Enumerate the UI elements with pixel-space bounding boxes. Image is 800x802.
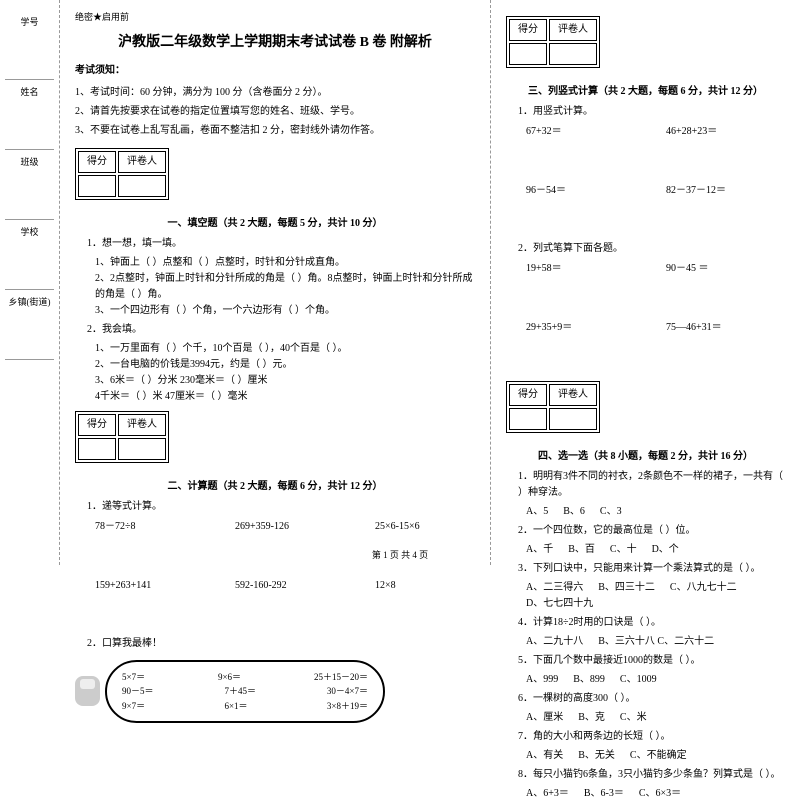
mc-question: 3．下列口诀中，只能用来计算一个乘法算式的是（ ）。: [506, 561, 785, 577]
secret-label: 绝密★启用前: [75, 10, 475, 24]
q1-2: 2．我会填。: [75, 322, 475, 338]
robot-icon: [75, 676, 100, 706]
mc-question: 2．一个四位数，它的最高位是（ ）位。: [506, 523, 785, 539]
mc-options: A、二三得六B、四三十二C、八九七十二D、七七四十九: [506, 580, 785, 612]
q1-2-4: 4千米＝（ ）米 47厘米＝（ ）毫米: [75, 389, 475, 405]
page-footer: 第 1 页 共 4 页: [372, 548, 428, 561]
calc-row: 159+263+141592-160-29212×8: [75, 578, 475, 594]
side-field-id: 学号: [5, 10, 54, 80]
score-box-3: 得分评卷人: [506, 16, 600, 68]
side-field-class: 班级: [5, 150, 54, 220]
notice-1: 1、考试时间：60 分钟，满分为 100 分（含卷面分 2 分）。: [75, 85, 475, 100]
section-1-title: 一、填空题（共 2 大题，每题 5 分，共计 10 分）: [75, 216, 475, 232]
q1-1-3: 3、一个四边形有（ ）个角，一个六边形有（ ）个角。: [75, 303, 475, 319]
calc-row: 19+58＝90－45 ＝: [506, 261, 785, 277]
q3-2: 2．列式笔算下面各题。: [506, 241, 785, 257]
mc-question: 8．每只小猫钓6条鱼，3只小猫钓多少条鱼？列算式是（ ）。: [506, 767, 785, 783]
mc-question: 6．一棵树的高度300（ ）。: [506, 691, 785, 707]
notice-title: 考试须知：: [75, 63, 475, 79]
q1-2-1: 1、一万里面有（ ）个千，10个百是（ ），40个百是（ ）。: [75, 341, 475, 357]
score-box-1: 得分评卷人: [75, 148, 169, 200]
q1-1: 1．想一想，填一填。: [75, 236, 475, 252]
mc-options: A、厘米B、克C、米: [506, 710, 785, 726]
calc-row: 67+32＝46+28+23＝: [506, 124, 785, 140]
calc-row: 96－54＝82－37－12＝: [506, 183, 785, 199]
score-box-4: 得分评卷人: [506, 381, 600, 433]
q1-1-1: 1、钟面上（ ）点整和（ ）点整时，时针和分针成直角。: [75, 255, 475, 271]
q1-2-2: 2、一台电脑的价钱是3994元，约是（ ）元。: [75, 357, 475, 373]
mc-question: 4．计算18÷2时用的口诀是（ ）。: [506, 615, 785, 631]
section-2-title: 二、计算题（共 2 大题，每题 6 分，共计 12 分）: [75, 479, 475, 495]
notice-3: 3、不要在试卷上乱写乱画，卷面不整洁扣 2 分，密封线外请勿作答。: [75, 123, 475, 138]
q2-1: 1．递等式计算。: [75, 499, 475, 515]
q1-2-3: 3、6米＝（ ）分米 230毫米＝（ ）厘米: [75, 373, 475, 389]
mc-options: A、二九十八B、三六十八 C、二六十二: [506, 634, 785, 650]
score-box-2: 得分评卷人: [75, 411, 169, 463]
q2-2: 2．口算我最棒！: [75, 636, 475, 652]
right-column: 得分评卷人 三、列竖式计算（共 2 大题，每题 6 分，共计 12 分） 1．用…: [491, 0, 800, 565]
mc-options: A、千B、百C、十D、个: [506, 542, 785, 558]
section-4-title: 四、选一选（共 8 小题，每题 2 分，共计 16 分）: [506, 449, 785, 465]
mc-options: A、有关B、无关C、不能确定: [506, 748, 785, 764]
calc-row: 29+35+9＝75—46+31＝: [506, 320, 785, 336]
left-column: 绝密★启用前 沪教版二年级数学上学期期末考试试卷 B 卷 附解析 考试须知： 1…: [60, 0, 491, 565]
notice-2: 2、请首先按要求在试卷的指定位置填写您的姓名、班级、学号。: [75, 104, 475, 119]
mc-options: A、6+3＝B、6-3＝C、6×3＝: [506, 786, 785, 802]
mc-question: 7．角的大小和两条边的长短（ ）。: [506, 729, 785, 745]
side-field-town: 乡镇(街道): [5, 290, 54, 360]
mc-question: 1．明明有3件不同的衬衣，2条颜色不一样的裙子，一共有（ ）种穿法。: [506, 469, 785, 501]
calc-row: 78－72÷8269+359-12625×6-15×6: [75, 519, 475, 535]
oval-calc-box: 5×7＝9×6＝25＋15－20＝ 90－5＝7＋45＝30－4×7＝ 9×7＝…: [105, 660, 385, 723]
side-field-name: 姓名: [5, 80, 54, 150]
q3-1: 1．用竖式计算。: [506, 104, 785, 120]
mc-question: 5．下面几个数中最接近1000的数是（ ）。: [506, 653, 785, 669]
section-3-title: 三、列竖式计算（共 2 大题，每题 6 分，共计 12 分）: [506, 84, 785, 100]
sidebar: 学号 姓名 班级 学校 乡镇(街道): [0, 0, 60, 565]
mc-options: A、5B、6C、3: [506, 504, 785, 520]
exam-title: 沪教版二年级数学上学期期末考试试卷 B 卷 附解析: [75, 32, 475, 54]
q1-1-2: 2、2点整时，钟面上时针和分针所成的角是（ ）角。8点整时，钟面上时针和分针所成…: [75, 271, 475, 303]
side-field-school: 学校: [5, 220, 54, 290]
mc-options: A、999B、899C、1009: [506, 672, 785, 688]
